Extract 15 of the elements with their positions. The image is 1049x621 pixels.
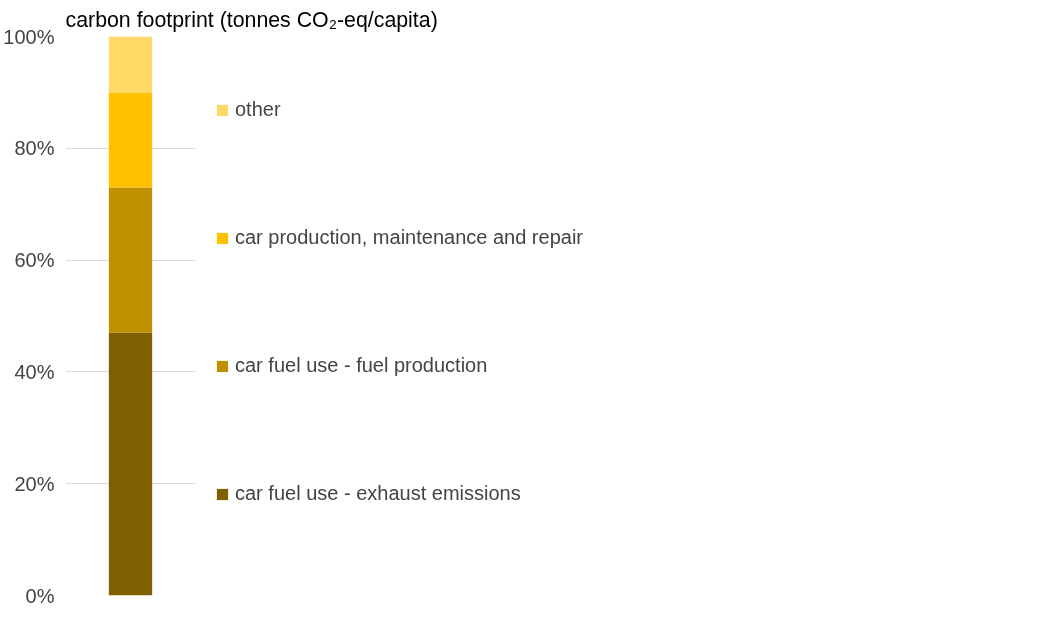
- text: carbon footprint (tonnes CO₂-eq/capita): [65, 7, 438, 32]
- bar: [108, 332, 153, 596]
- legend-label: car fuel use - fuel production: [235, 354, 488, 377]
- legend-label: car fuel use - exhaust emissions: [235, 482, 521, 505]
- y-tick-label: 80%: [14, 137, 55, 160]
- y-tick-label: 20%: [14, 472, 55, 495]
- y-tick-label: 60%: [14, 249, 55, 272]
- bar: [108, 92, 153, 188]
- legend-label: car production, maintenance and repair: [235, 226, 583, 249]
- legend-label: other: [235, 98, 281, 121]
- y-tick-label: 0%: [25, 584, 55, 607]
- y-tick-label: 100%: [3, 25, 55, 48]
- bar: [108, 36, 153, 93]
- bar: [108, 187, 153, 333]
- y-tick-label: 40%: [14, 360, 55, 383]
